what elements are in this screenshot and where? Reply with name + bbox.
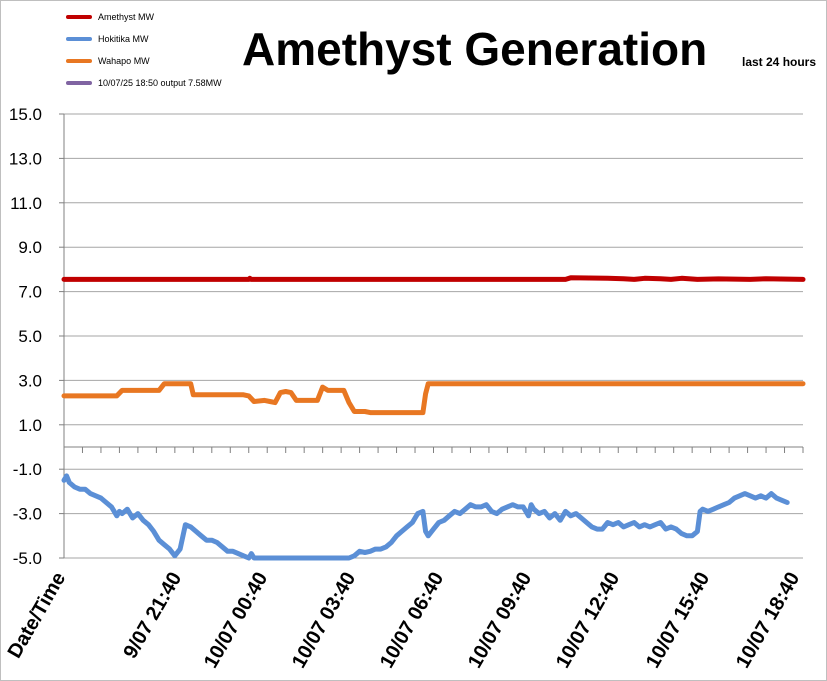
y-tick-label-6: 3.0 bbox=[18, 371, 42, 390]
series-line-amethyst-mw bbox=[61, 275, 806, 282]
x-tick-label-1: 9/07 21:40 bbox=[119, 569, 186, 663]
y-tick-label-1: 13.0 bbox=[9, 149, 42, 168]
y-tick-label-3: 9.0 bbox=[18, 238, 42, 257]
legend-item-output: 10/07/25 18:50 output 7.58MW bbox=[66, 77, 222, 89]
chart-title: Amethyst Generation bbox=[242, 23, 708, 75]
x-tick-label-2: 10/07 00:40 bbox=[200, 569, 272, 672]
x-tick-label-0: Date/Time bbox=[4, 569, 71, 662]
x-tick-label-6: 10/07 12:40 bbox=[552, 569, 624, 672]
series-line-hokitika-mw bbox=[61, 473, 790, 561]
y-tick-label-0: 15.0 bbox=[9, 105, 42, 124]
legend-swatch-wahapo bbox=[66, 59, 92, 63]
legend-label-wahapo: Wahapo MW bbox=[98, 56, 150, 66]
x-tick-label-3: 10/07 03:40 bbox=[288, 569, 360, 672]
legend-label-output: 10/07/25 18:50 output 7.58MW bbox=[98, 78, 222, 88]
y-tick-label-4: 7.0 bbox=[18, 283, 42, 302]
y-tick-label-5: 5.0 bbox=[18, 327, 42, 346]
chart-subtitle: last 24 hours bbox=[742, 55, 817, 69]
legend-swatch-hokitika bbox=[66, 37, 92, 41]
legend-label-amethyst: Amethyst MW bbox=[98, 12, 155, 22]
y-tick-label-2: 11.0 bbox=[10, 194, 42, 213]
x-tick-label-4: 10/07 06:40 bbox=[376, 569, 448, 672]
legend-item-amethyst: Amethyst MW bbox=[66, 11, 154, 23]
legend-label-hokitika: Hokitika MW bbox=[98, 34, 149, 44]
legend-swatch-output bbox=[66, 81, 92, 85]
legend-item-wahapo: Wahapo MW bbox=[66, 55, 150, 67]
x-tick-label-8: 10/07 18:40 bbox=[732, 569, 804, 672]
y-tick-label-9: -3.0 bbox=[13, 505, 42, 524]
y-tick-label-10: -5.0 bbox=[13, 549, 42, 568]
x-tick-label-7: 10/07 15:40 bbox=[642, 569, 714, 672]
series-line-wahapo-mw bbox=[61, 381, 806, 416]
y-tick-label-8: -1.0 bbox=[13, 460, 42, 479]
legend-swatch-amethyst bbox=[66, 15, 92, 19]
legend-item-hokitika: Hokitika MW bbox=[66, 33, 149, 45]
x-tick-label-5: 10/07 09:40 bbox=[464, 569, 536, 672]
y-tick-label-7: 1.0 bbox=[18, 416, 42, 435]
